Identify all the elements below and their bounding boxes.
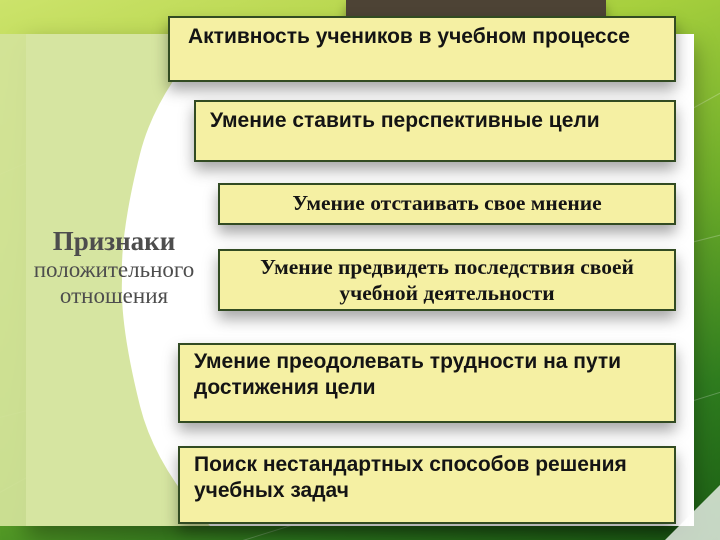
item-6-text: Поиск нестандартных способов решения уче…	[194, 452, 660, 505]
slide-stage: Признаки положительного отношения Активн…	[0, 0, 720, 540]
item-5-text: Умение преодолевать трудности на пути до…	[194, 349, 660, 402]
item-4-text: Умение предвидеть последствия своей учеб…	[230, 255, 664, 307]
item-5: Умение преодолевать трудности на пути до…	[178, 343, 676, 423]
item-1: Активность учеников в учебном процессе	[168, 16, 676, 82]
item-3: Умение отстаивать свое мнение	[218, 183, 676, 225]
item-4: Умение предвидеть последствия своей учеб…	[218, 249, 676, 311]
item-3-text: Умение отстаивать свое мнение	[228, 191, 666, 216]
corner-fold	[665, 485, 720, 540]
item-1-text: Активность учеников в учебном процессе	[188, 24, 662, 50]
item-2: Умение ставить перспективные цели	[194, 100, 676, 162]
item-6: Поиск нестандартных способов решения уче…	[178, 446, 676, 524]
item-2-text: Умение ставить перспективные цели	[210, 108, 662, 134]
